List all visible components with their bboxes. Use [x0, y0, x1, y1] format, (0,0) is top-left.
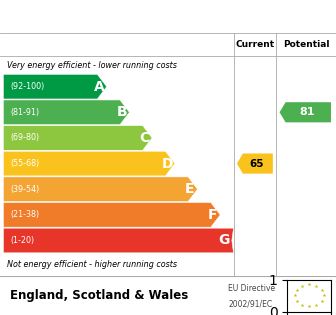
Text: C: C: [139, 131, 150, 145]
Text: (21-38): (21-38): [10, 210, 39, 219]
Text: Energy Efficiency Rating: Energy Efficiency Rating: [57, 9, 279, 24]
Text: 65: 65: [249, 158, 264, 169]
Text: England, Scotland & Wales: England, Scotland & Wales: [10, 289, 188, 302]
Bar: [0, 33, 336, 56]
Text: E: E: [185, 182, 195, 196]
Text: (92-100): (92-100): [10, 82, 44, 91]
Text: (55-68): (55-68): [10, 159, 39, 168]
Polygon shape: [3, 74, 107, 99]
Text: Potential: Potential: [283, 40, 329, 49]
Text: (69-80): (69-80): [10, 134, 39, 142]
Text: D: D: [161, 157, 173, 170]
Text: 81: 81: [299, 107, 315, 117]
Polygon shape: [3, 100, 129, 125]
Text: (81-91): (81-91): [10, 108, 39, 117]
Polygon shape: [237, 153, 273, 174]
Text: B: B: [116, 105, 127, 119]
Text: Current: Current: [235, 40, 275, 49]
Text: Not energy efficient - higher running costs: Not energy efficient - higher running co…: [7, 260, 177, 269]
Text: EU Directive: EU Directive: [228, 284, 276, 293]
Text: A: A: [94, 80, 104, 94]
Polygon shape: [3, 203, 220, 227]
Polygon shape: [3, 228, 234, 253]
Polygon shape: [280, 102, 331, 122]
Text: Very energy efficient - lower running costs: Very energy efficient - lower running co…: [7, 60, 177, 70]
Text: F: F: [208, 208, 217, 222]
Text: 2002/91/EC: 2002/91/EC: [228, 300, 272, 308]
Polygon shape: [3, 126, 152, 150]
Text: G: G: [218, 233, 229, 248]
Polygon shape: [3, 177, 198, 202]
Text: (39-54): (39-54): [10, 185, 39, 194]
Polygon shape: [3, 151, 175, 176]
Text: (1-20): (1-20): [10, 236, 34, 245]
